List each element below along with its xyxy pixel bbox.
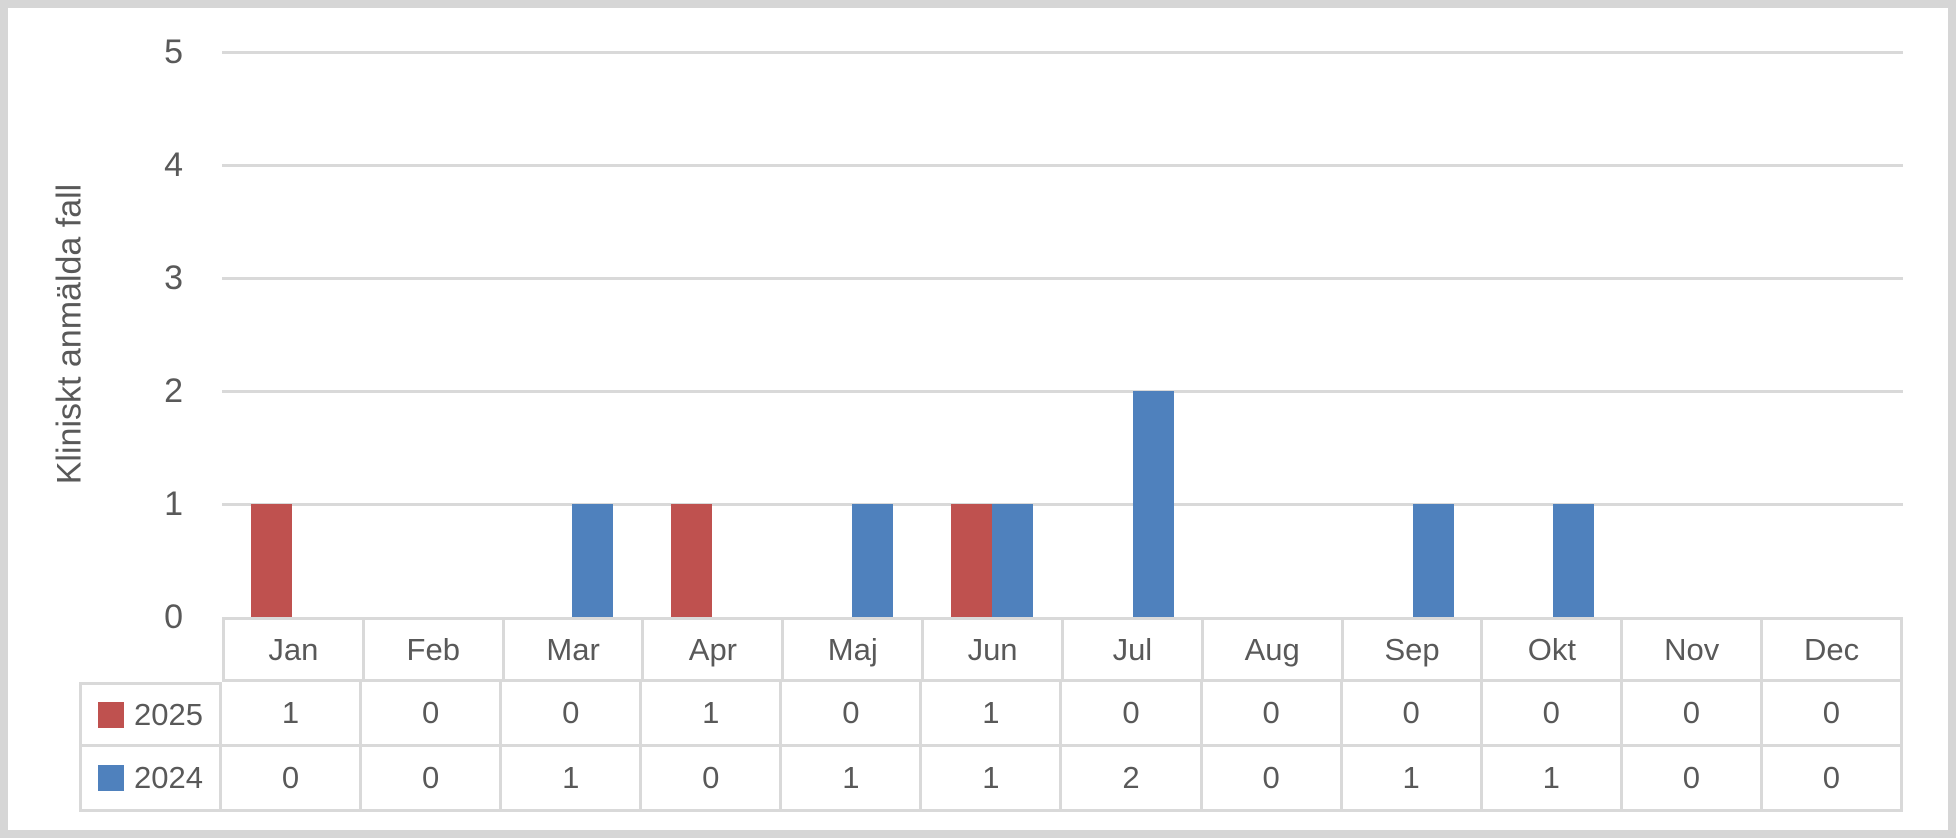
cell-2025-jan: 1: [222, 682, 363, 747]
cell-2024-apr: 0: [642, 747, 783, 812]
bar-2024-jun: [992, 504, 1034, 617]
y-tick-label-4: 4: [164, 146, 183, 184]
data-table-row-2024: 2024 0 0 1 0 1 1 2 0 1 1 0 0: [79, 747, 1903, 812]
cell-2025-jul: 0: [1062, 682, 1203, 747]
gridline-y1: [222, 503, 1903, 506]
y-tick-label-5: 5: [164, 33, 183, 71]
cell-2024-jul: 2: [1062, 747, 1203, 812]
gridline-y4: [222, 164, 1903, 167]
y-tick-label-1: 1: [164, 485, 183, 523]
cell-2024-mar: 1: [502, 747, 643, 812]
y-axis-title: Kliniskt anmälda fall: [50, 183, 89, 485]
cell-2025-apr: 1: [642, 682, 783, 747]
y-tick-label-2: 2: [164, 372, 183, 410]
legend-swatch-2025: [98, 701, 125, 728]
bar-2024-okt: [1552, 504, 1594, 617]
month-header-jun: Jun: [924, 617, 1064, 682]
month-header-sep: Sep: [1343, 617, 1484, 682]
cell-2025-nov: 0: [1622, 682, 1763, 747]
cell-2024-sep: 1: [1342, 747, 1483, 812]
cell-2025-aug: 0: [1202, 682, 1343, 747]
cell-2025-dec: 0: [1762, 682, 1903, 747]
data-table-header-row: Jan Feb Mar Apr Maj Jun Jul Aug Sep Okt Nov Dec: [222, 617, 1903, 682]
bar-2025-apr: [671, 504, 713, 617]
y-tick-label-0: 0: [164, 598, 183, 636]
month-header-dec: Dec: [1763, 617, 1903, 682]
cell-2024-nov: 0: [1622, 747, 1763, 812]
cell-2025-sep: 0: [1342, 682, 1483, 747]
month-header-feb: Feb: [364, 617, 505, 682]
month-header-aug: Aug: [1203, 617, 1344, 682]
legend-cell-2024: 2024: [79, 747, 222, 812]
month-header-apr: Apr: [644, 617, 785, 682]
bar-2024-maj: [852, 504, 894, 617]
legend-label-2024: 2024: [134, 760, 203, 795]
cell-2024-dec: 0: [1762, 747, 1903, 812]
y-tick-label-3: 3: [164, 259, 183, 297]
cell-2024-jan: 0: [222, 747, 363, 812]
legend-swatch-2024: [98, 765, 125, 791]
legend-cell-2025: 2025: [79, 682, 222, 747]
bar-2025-jun: [951, 504, 993, 617]
cell-2024-aug: 0: [1202, 747, 1343, 812]
cell-2025-mar: 0: [502, 682, 643, 747]
month-header-okt: Okt: [1483, 617, 1624, 682]
cell-2024-jun: 1: [922, 747, 1063, 812]
month-header-jul: Jul: [1063, 617, 1204, 682]
month-header-mar: Mar: [504, 617, 645, 682]
bar-2024-mar: [572, 504, 614, 617]
cell-2025-jun: 1: [922, 682, 1063, 747]
cell-2025-feb: 0: [362, 682, 503, 747]
cell-2024-okt: 1: [1482, 747, 1623, 812]
month-header-maj: Maj: [784, 617, 925, 682]
bar-2024-jul: [1132, 391, 1174, 617]
gridline-y3: [222, 277, 1903, 280]
cell-2024-feb: 0: [362, 747, 503, 812]
gridline-y2: [222, 390, 1903, 393]
bar-2024-sep: [1412, 504, 1454, 617]
cell-2025-okt: 0: [1482, 682, 1623, 747]
legend-label-2025: 2025: [134, 696, 203, 732]
bar-2025-jan: [251, 504, 293, 617]
gridline-y5: [222, 51, 1903, 54]
cell-2025-maj: 0: [782, 682, 923, 747]
data-table-row-2025: 2025 1 0 0 1 0 1 0 0 0 0 0 0: [79, 682, 1903, 747]
month-header-nov: Nov: [1623, 617, 1764, 682]
cell-2024-maj: 1: [782, 747, 923, 812]
month-header-jan: Jan: [222, 617, 365, 682]
